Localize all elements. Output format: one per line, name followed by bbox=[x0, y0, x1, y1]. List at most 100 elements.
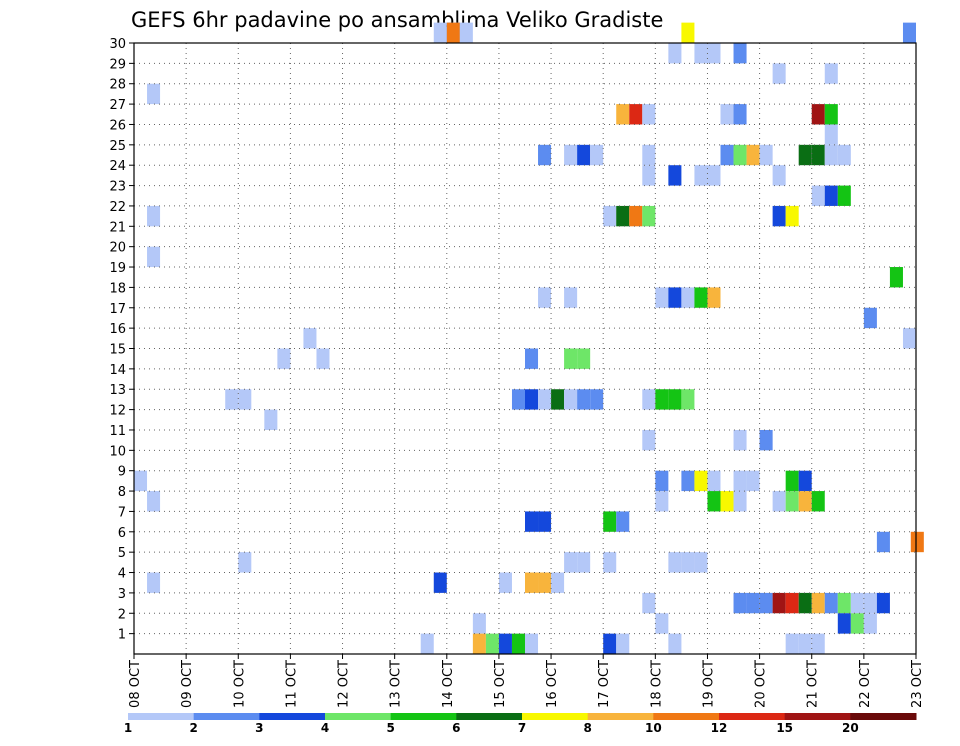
heatmap-cell bbox=[472, 613, 486, 634]
colorbar-swatch bbox=[325, 713, 392, 720]
y-tick-label: 10 bbox=[109, 444, 126, 459]
y-tick-label: 8 bbox=[118, 485, 126, 500]
y-tick-label: 27 bbox=[109, 98, 126, 113]
heatmap-cell bbox=[420, 633, 434, 654]
heatmap-cell bbox=[863, 307, 877, 329]
heatmap-cell bbox=[642, 104, 656, 125]
heatmap-cell bbox=[759, 592, 773, 614]
colorbar-label: 5 bbox=[386, 721, 394, 735]
heatmap-cell bbox=[446, 22, 460, 43]
heatmap-cell bbox=[733, 491, 747, 512]
y-tick-label: 26 bbox=[109, 118, 126, 133]
heatmap-cell bbox=[577, 144, 591, 166]
heatmap-cell bbox=[525, 348, 539, 369]
x-tick-label: 22 OCT bbox=[858, 660, 873, 708]
heatmap-cell bbox=[642, 205, 656, 227]
colorbar-swatch bbox=[128, 713, 195, 720]
y-tick-label: 15 bbox=[109, 343, 126, 358]
heatmap-cell bbox=[642, 429, 656, 451]
heatmap-cell bbox=[525, 389, 539, 410]
heatmap-cell bbox=[720, 491, 734, 512]
heatmap-cell bbox=[863, 592, 877, 614]
heatmap-cell bbox=[498, 633, 512, 654]
heatmap-cell bbox=[681, 470, 695, 492]
heatmap-cell bbox=[694, 165, 708, 186]
heatmap-cell bbox=[902, 22, 916, 43]
heatmap-cell bbox=[759, 144, 773, 166]
x-tick-label: 15 OCT bbox=[493, 660, 508, 708]
heatmap-cell bbox=[147, 83, 161, 105]
colorbar-label: 6 bbox=[452, 721, 460, 735]
y-tick-label: 12 bbox=[109, 404, 126, 419]
heatmap-cell bbox=[525, 511, 539, 532]
x-tick-label: 13 OCT bbox=[389, 660, 404, 708]
x-tick-label: 19 OCT bbox=[701, 660, 716, 708]
heatmap-cell bbox=[629, 104, 643, 125]
heatmap-cell bbox=[863, 613, 877, 634]
cells-layer bbox=[134, 22, 924, 654]
heatmap-cell bbox=[655, 389, 669, 410]
heatmap-cell bbox=[564, 389, 578, 410]
heatmap-cell bbox=[303, 328, 317, 349]
heatmap-cell bbox=[811, 104, 825, 125]
y-tick-label: 30 bbox=[109, 37, 126, 52]
heatmap-cell bbox=[837, 144, 851, 166]
y-tick-label: 5 bbox=[118, 546, 126, 561]
heatmap-cell bbox=[707, 491, 721, 512]
heatmap-cell bbox=[824, 185, 838, 206]
heatmap-cell bbox=[668, 287, 682, 308]
heatmap-cell bbox=[772, 205, 786, 227]
colorbar-swatch bbox=[259, 713, 326, 720]
y-tick-label: 25 bbox=[109, 139, 126, 154]
colorbar-swatch bbox=[784, 713, 851, 720]
heatmap-cell bbox=[785, 205, 799, 227]
heatmap-cell bbox=[498, 572, 512, 593]
x-tick-label: 12 OCT bbox=[337, 660, 352, 708]
heatmap-cell bbox=[538, 287, 552, 308]
heatmap-cell bbox=[733, 104, 747, 125]
y-tick-label: 13 bbox=[109, 383, 126, 398]
heatmap-cell bbox=[551, 389, 565, 410]
heatmap-cell bbox=[603, 633, 617, 654]
x-tick-label: 16 OCT bbox=[545, 660, 560, 708]
heatmap-cell bbox=[525, 633, 539, 654]
heatmap-cell bbox=[889, 267, 903, 288]
heatmap-cell bbox=[538, 511, 552, 532]
heatmap-cell bbox=[277, 348, 291, 369]
x-tick-label: 11 OCT bbox=[284, 660, 299, 708]
heatmap-cell bbox=[850, 592, 864, 614]
heatmap-cell bbox=[538, 389, 552, 410]
y-tick-label: 29 bbox=[109, 57, 126, 72]
colorbar-swatch bbox=[719, 713, 786, 720]
colorbar-label: 8 bbox=[583, 721, 591, 735]
heatmap-cell bbox=[824, 63, 838, 84]
x-tick-label: 17 OCT bbox=[597, 660, 612, 708]
heatmap-cell bbox=[616, 511, 630, 532]
colorbar-label: 10 bbox=[645, 721, 662, 735]
heatmap-cell bbox=[707, 43, 721, 64]
heatmap-cell bbox=[564, 144, 578, 166]
heatmap-cell bbox=[785, 470, 799, 492]
heatmap-cell bbox=[655, 491, 669, 512]
heatmap-cell bbox=[642, 389, 656, 410]
colorbar-swatch bbox=[390, 713, 457, 720]
heatmap-cell bbox=[707, 287, 721, 308]
y-tick-label: 6 bbox=[118, 526, 126, 541]
heatmap-cell bbox=[876, 531, 890, 553]
heatmap-cell bbox=[668, 552, 682, 573]
heatmap-cell bbox=[681, 287, 695, 308]
heatmap-cell bbox=[472, 633, 486, 654]
heatmap-cell bbox=[147, 246, 161, 268]
heatmap-cell bbox=[798, 592, 812, 614]
heatmap-cell bbox=[668, 389, 682, 410]
heatmap-cell bbox=[694, 43, 708, 64]
heatmap-cell bbox=[824, 104, 838, 125]
heatmap-cell bbox=[668, 165, 682, 186]
heatmap-cell bbox=[733, 429, 747, 451]
heatmap-cell bbox=[616, 633, 630, 654]
heatmap-cell bbox=[707, 165, 721, 186]
heatmap-cell bbox=[147, 205, 161, 227]
heatmap-cell bbox=[642, 165, 656, 186]
heatmap-cell bbox=[681, 389, 695, 410]
heatmap-cell bbox=[694, 470, 708, 492]
